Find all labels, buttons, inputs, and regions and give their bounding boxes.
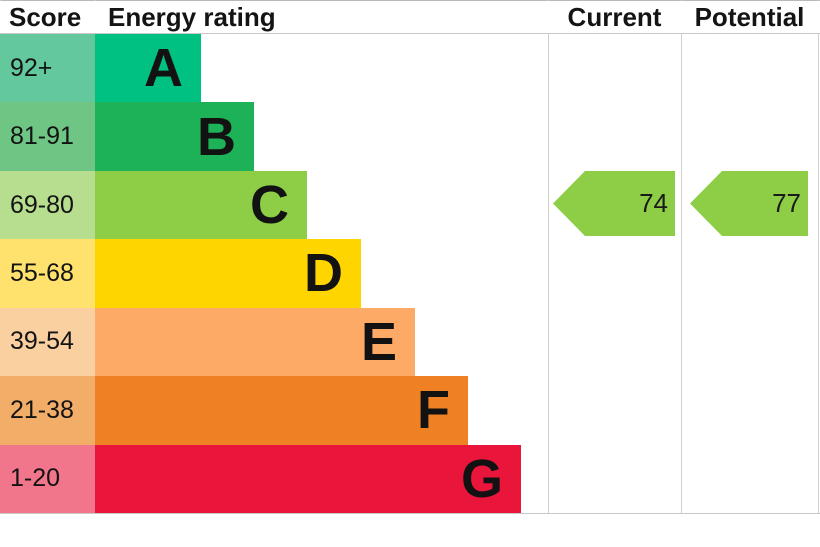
band-bar: A: [95, 34, 201, 103]
potential-column-divider: [681, 0, 682, 514]
energy-rating-column-header: Energy rating: [108, 1, 276, 32]
current-column-header: Current: [567, 1, 662, 32]
band-letter: C: [250, 175, 289, 236]
band-score-cell: 55-68: [0, 239, 95, 308]
band-score-cell: 39-54: [0, 307, 95, 377]
chart-top-border: [0, 0, 820, 1]
band-row-c: 69-80 C: [0, 170, 820, 240]
band-bar: C: [95, 170, 307, 240]
band-row-b: 81-91 B: [0, 102, 820, 171]
band-bar: D: [95, 239, 361, 308]
band-bar: F: [95, 376, 468, 445]
current-rating-value: 74: [639, 188, 668, 218]
rating-bands: 92+ A 81-91 B 69-80 C 55-68 D 39-54: [0, 34, 820, 514]
band-letter: E: [360, 311, 397, 372]
band-letter: D: [304, 243, 343, 304]
band-row-e: 39-54 E: [0, 307, 820, 377]
band-score-cell: 1-20: [0, 444, 95, 513]
band-row-f: 21-38 F: [0, 376, 820, 445]
band-score-cell: 21-38: [0, 376, 95, 445]
band-score-cell: 92+: [0, 34, 95, 103]
band-row-g: 1-20 G: [0, 444, 820, 513]
chart-right-border: [818, 0, 819, 514]
current-column-divider: [548, 0, 549, 514]
band-letter: B: [197, 106, 236, 167]
potential-rating-value: 77: [772, 188, 801, 218]
band-row-d: 55-68 D: [0, 239, 820, 308]
band-score-cell: 81-91: [0, 102, 95, 171]
band-bar: E: [95, 307, 415, 377]
potential-column-header: Potential: [694, 1, 805, 32]
band-letter: A: [144, 38, 183, 99]
band-row-a: 92+ A: [0, 34, 820, 103]
band-letter: F: [417, 380, 450, 441]
band-score-cell: 69-80: [0, 170, 95, 240]
band-bar: B: [95, 102, 254, 171]
band-bar: G: [95, 444, 521, 513]
score-column-header: Score: [9, 1, 82, 32]
chart-header-row: Score Energy rating Current Potential: [0, 1, 820, 34]
band-letter: G: [460, 448, 503, 509]
